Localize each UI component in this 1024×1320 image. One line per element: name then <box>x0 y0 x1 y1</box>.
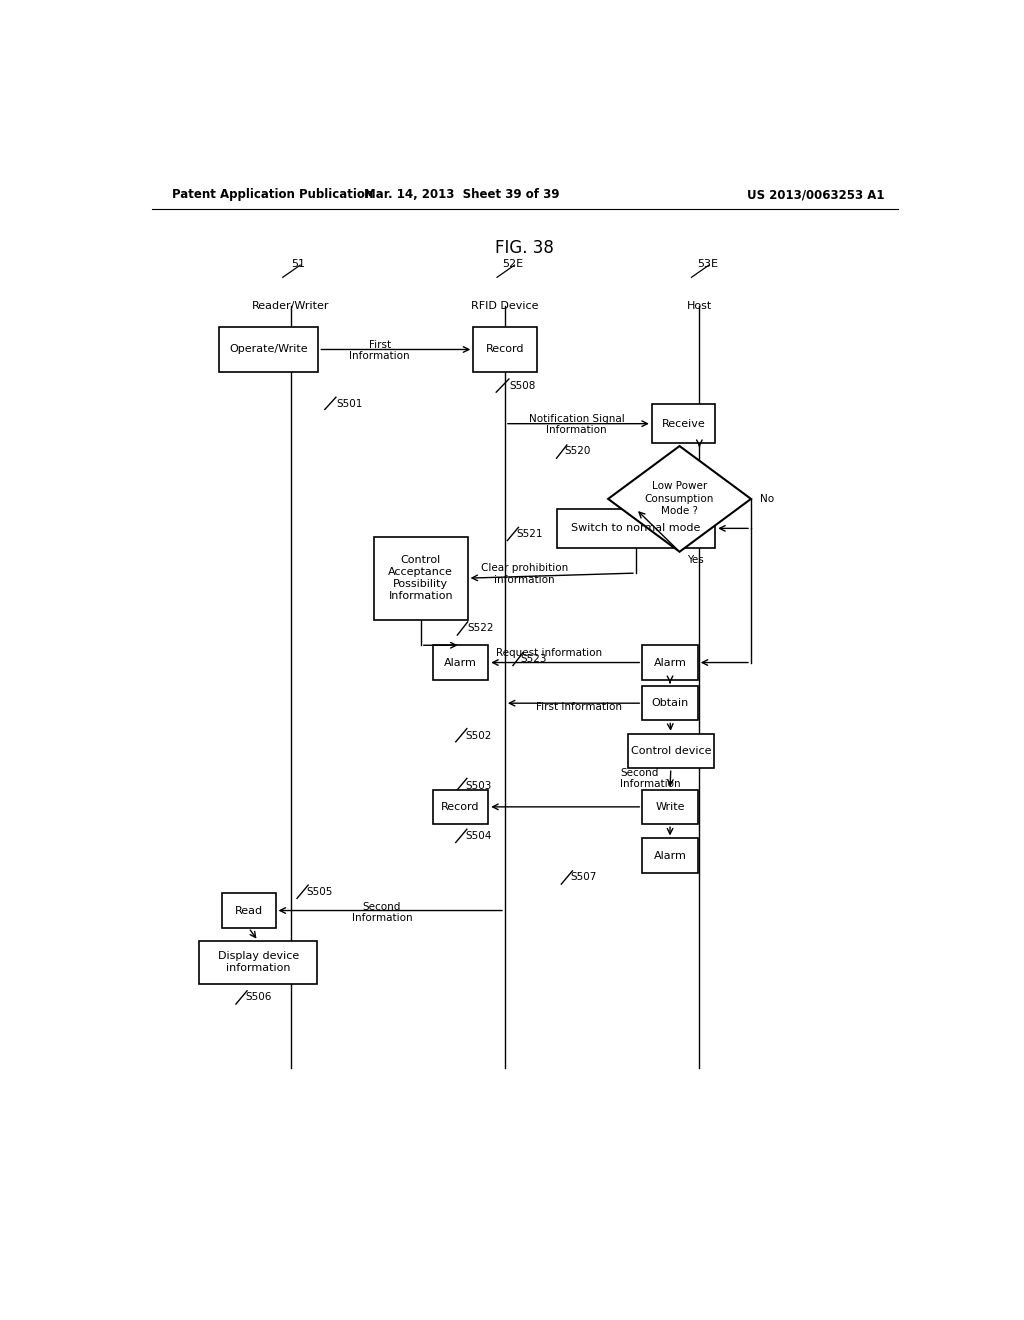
Text: Control
Acceptance
Possibility
Information: Control Acceptance Possibility Informati… <box>388 556 454 601</box>
Text: Alarm: Alarm <box>653 850 686 861</box>
Text: S521: S521 <box>517 529 544 540</box>
Text: Display device
information: Display device information <box>217 952 299 973</box>
Text: Record: Record <box>485 345 524 355</box>
FancyBboxPatch shape <box>642 645 697 680</box>
Text: S520: S520 <box>564 446 591 457</box>
FancyBboxPatch shape <box>642 789 697 824</box>
Text: Switch to normal mode: Switch to normal mode <box>571 523 700 533</box>
Text: RFID Device: RFID Device <box>471 301 539 310</box>
Text: S508: S508 <box>509 381 536 391</box>
FancyBboxPatch shape <box>557 510 715 548</box>
FancyBboxPatch shape <box>628 734 714 768</box>
FancyBboxPatch shape <box>473 327 537 372</box>
Text: S522: S522 <box>468 623 495 634</box>
Text: Mar. 14, 2013  Sheet 39 of 39: Mar. 14, 2013 Sheet 39 of 39 <box>364 189 559 202</box>
Polygon shape <box>608 446 751 552</box>
Text: FIG. 38: FIG. 38 <box>496 239 554 257</box>
Text: Alarm: Alarm <box>444 657 477 668</box>
Text: 53E: 53E <box>696 259 718 269</box>
Text: Control device: Control device <box>631 746 711 756</box>
FancyBboxPatch shape <box>219 327 318 372</box>
Text: Host: Host <box>687 301 712 310</box>
Text: Notification Signal
Information: Notification Signal Information <box>528 414 625 436</box>
Text: First
Information: First Information <box>349 339 410 362</box>
FancyBboxPatch shape <box>433 789 488 824</box>
FancyBboxPatch shape <box>200 941 316 983</box>
FancyBboxPatch shape <box>433 645 488 680</box>
Text: Operate/Write: Operate/Write <box>229 345 308 355</box>
Text: Receive: Receive <box>662 418 706 429</box>
Text: S503: S503 <box>465 780 492 791</box>
FancyBboxPatch shape <box>221 894 275 928</box>
Text: S502: S502 <box>465 731 492 741</box>
Text: Low Power
Consumption
Mode ?: Low Power Consumption Mode ? <box>645 482 714 516</box>
Text: Write: Write <box>655 801 685 812</box>
Text: S501: S501 <box>336 400 362 409</box>
Text: First Information: First Information <box>536 702 622 713</box>
Text: S504: S504 <box>465 832 492 841</box>
FancyBboxPatch shape <box>642 838 697 873</box>
Text: No: No <box>761 494 774 504</box>
Text: Patent Application Publication: Patent Application Publication <box>172 189 373 202</box>
Text: Yes: Yes <box>687 554 703 565</box>
Text: Second
Information: Second Information <box>351 902 413 924</box>
Text: US 2013/0063253 A1: US 2013/0063253 A1 <box>748 189 885 202</box>
Text: S505: S505 <box>306 887 333 898</box>
Text: S523: S523 <box>521 655 548 664</box>
Text: Obtain: Obtain <box>651 698 689 709</box>
FancyBboxPatch shape <box>652 404 715 444</box>
Text: Request information: Request information <box>496 648 602 659</box>
FancyBboxPatch shape <box>642 686 697 721</box>
Text: Clear prohibition
information: Clear prohibition information <box>481 564 568 585</box>
Text: Alarm: Alarm <box>653 657 686 668</box>
FancyBboxPatch shape <box>374 536 468 620</box>
Text: Record: Record <box>441 801 480 812</box>
Text: Reader/Writer: Reader/Writer <box>252 301 330 310</box>
Text: Second
Information: Second Information <box>620 768 681 789</box>
Text: 51: 51 <box>292 259 305 269</box>
Text: S506: S506 <box>246 991 271 1002</box>
Text: Read: Read <box>234 906 263 916</box>
Text: 52E: 52E <box>503 259 523 269</box>
Text: S507: S507 <box>570 873 597 882</box>
